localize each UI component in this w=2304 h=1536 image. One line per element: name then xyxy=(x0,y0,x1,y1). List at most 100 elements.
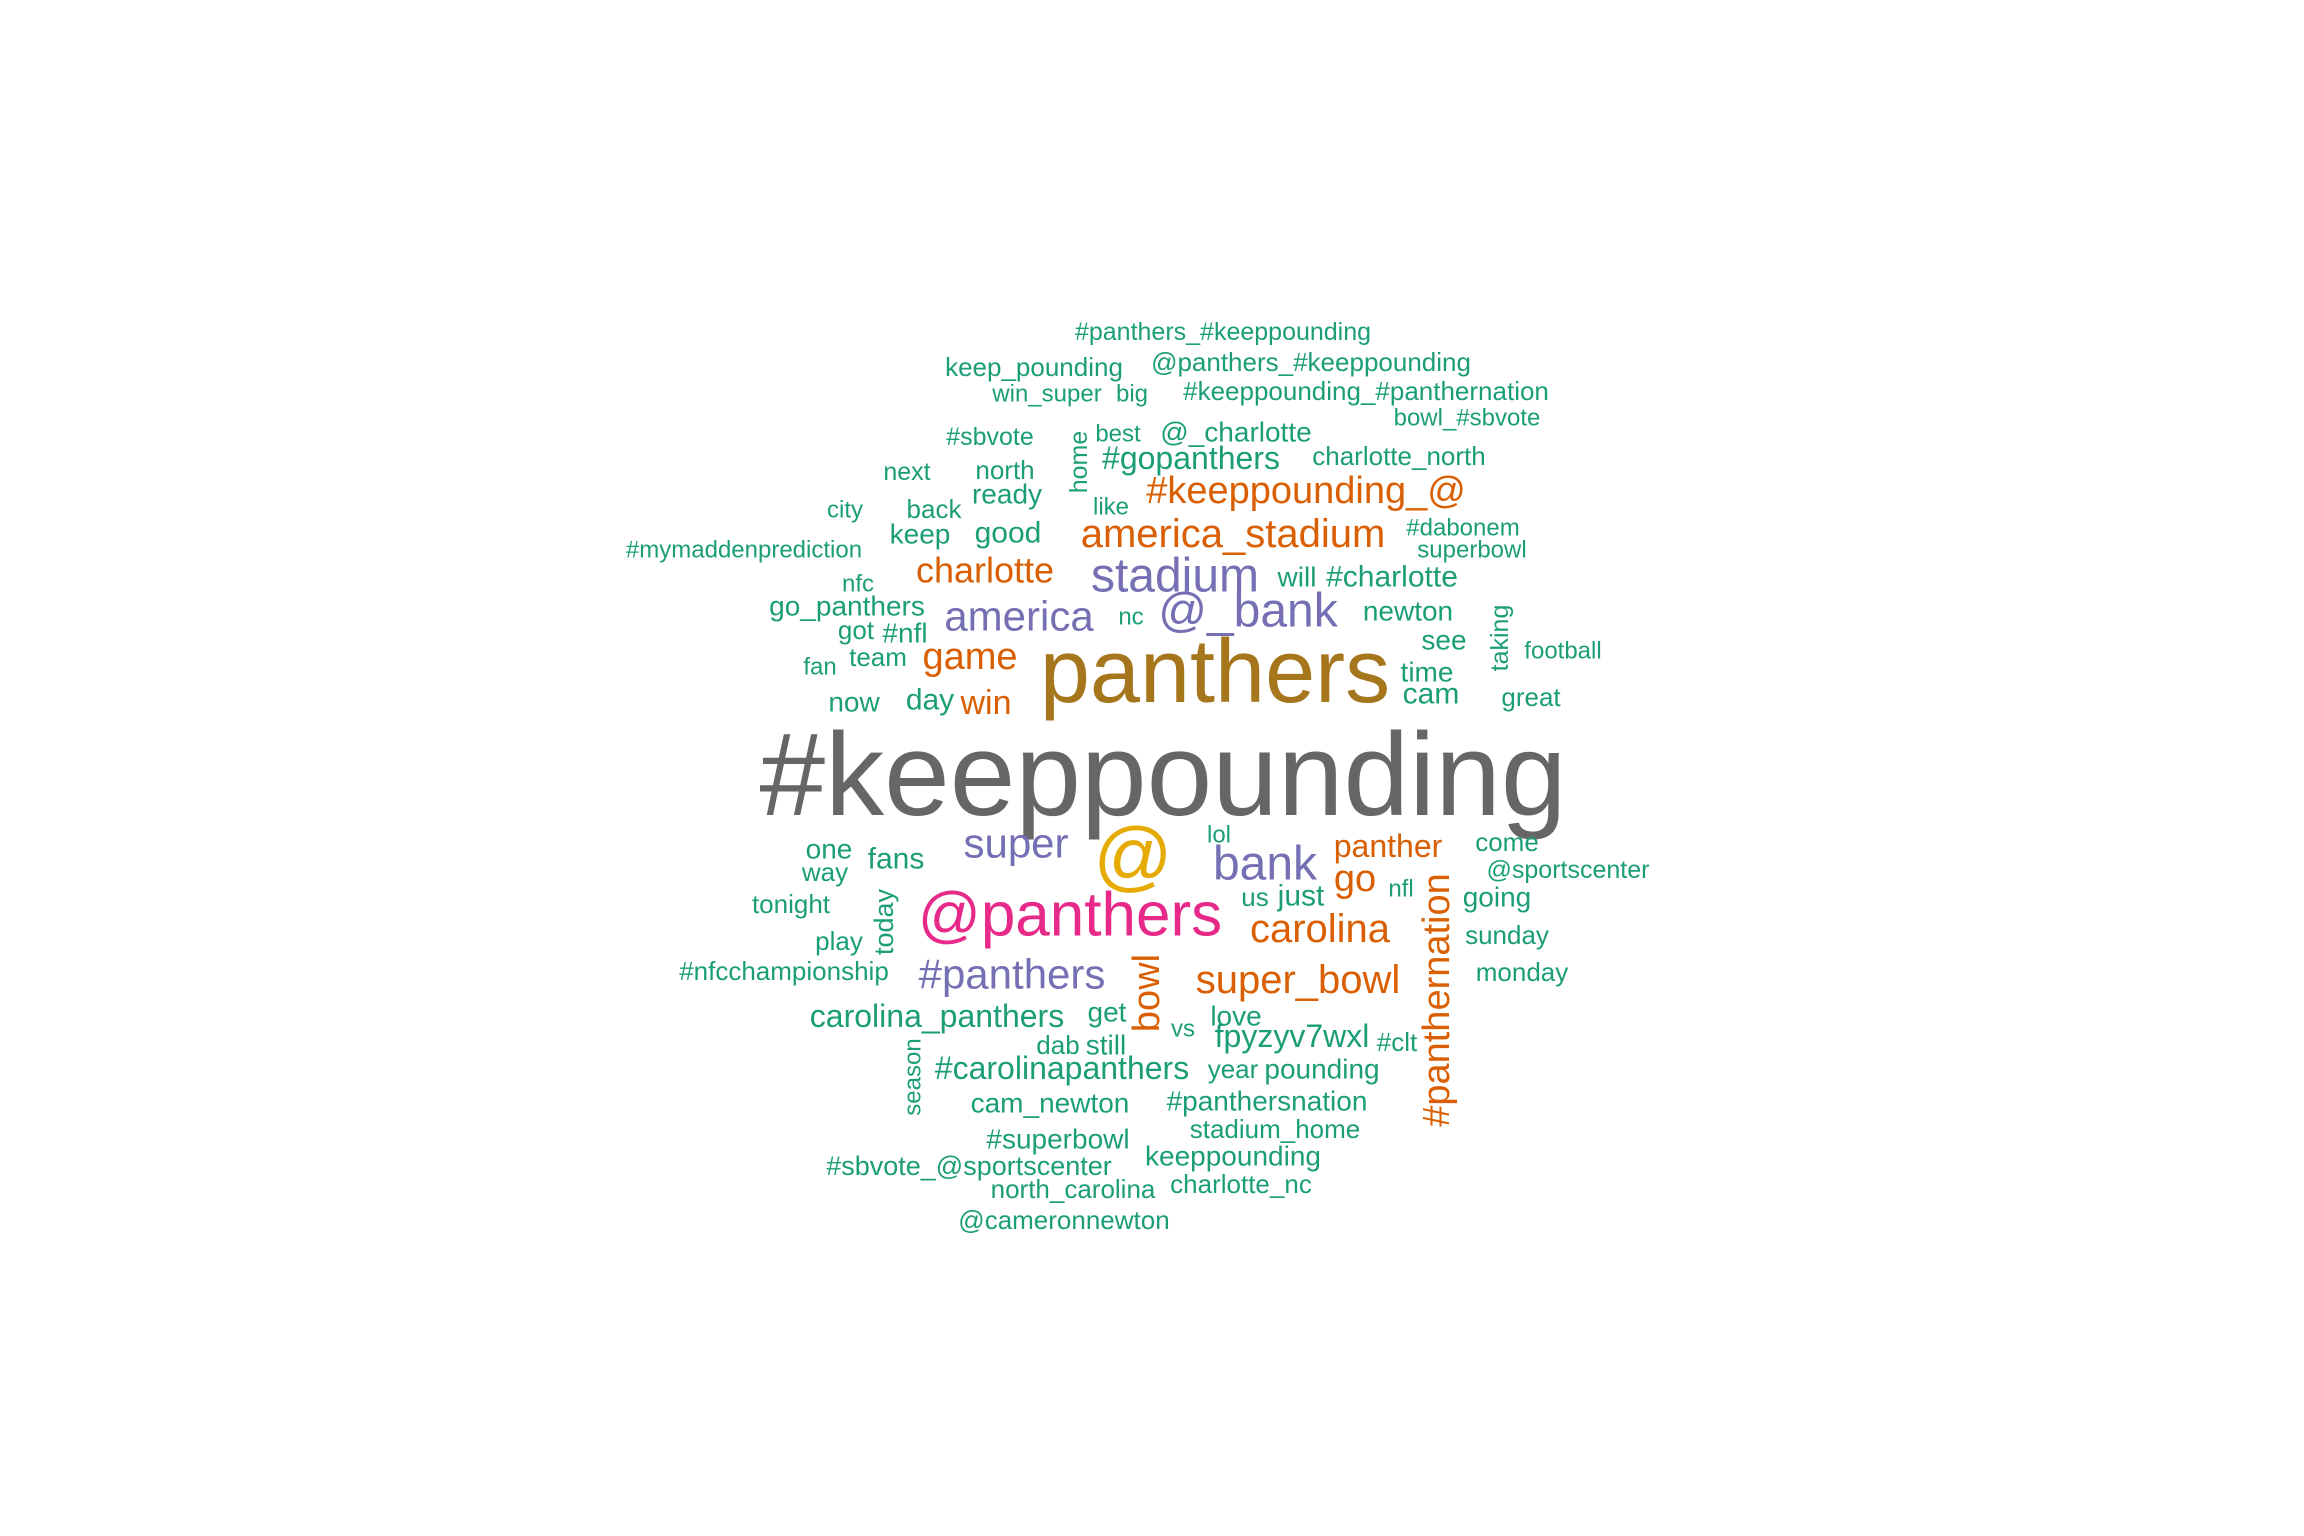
word-monday: monday xyxy=(1476,957,1569,987)
word-charlotte: charlotte xyxy=(916,550,1054,591)
word-lol: lol xyxy=(1207,822,1231,849)
word-today: today xyxy=(869,888,899,955)
word-hash-mymaddenprediction: #mymaddenprediction xyxy=(626,537,862,564)
word-hash-keeppounding-at: #keeppounding_@ xyxy=(1146,470,1466,512)
word-next: next xyxy=(883,458,930,486)
word-at-panthers-hash-keeppounding: @panthers_#keeppounding xyxy=(1151,347,1471,377)
word-hash-nfcchampionship: #nfcchampionship xyxy=(679,956,889,986)
word-bowl-hash-sbvote: bowl_#sbvote xyxy=(1394,405,1541,432)
word-keeppounding: keeppounding xyxy=(1145,1141,1321,1172)
word-best: best xyxy=(1095,421,1141,448)
word-north-carolina: north_carolina xyxy=(991,1174,1156,1204)
word-go: go xyxy=(1334,858,1376,900)
word-got: got xyxy=(838,615,875,645)
word-hash-nfl: #nfl xyxy=(882,618,927,649)
word-charlotte-north: charlotte_north xyxy=(1312,441,1485,471)
word-fan: fan xyxy=(803,654,836,681)
word-hash-keeppounding: #keeppounding xyxy=(759,709,1566,841)
word-one: one xyxy=(806,834,853,865)
word-city: city xyxy=(827,497,863,524)
word-go-panthers: go_panthers xyxy=(769,591,925,622)
word-hash-keeppounding-hash-panthernation: #keeppounding_#panthernation xyxy=(1183,376,1549,406)
word-fans: fans xyxy=(868,843,925,876)
word-hash-panthernation: #panthernation xyxy=(1416,873,1458,1127)
word-bowl: bowl xyxy=(1126,954,1168,1032)
word-at-panthers: @panthers xyxy=(918,881,1222,950)
word-cam: cam xyxy=(1403,678,1460,711)
word-hash-superbowl: #superbowl xyxy=(986,1124,1129,1155)
word-charlotte-nc: charlotte_nc xyxy=(1170,1169,1312,1199)
word-stadium: stadium xyxy=(1091,550,1259,603)
word-taking: taking xyxy=(1486,605,1514,672)
word-play: play xyxy=(815,926,863,956)
word-now: now xyxy=(828,687,880,718)
word-win: win xyxy=(959,684,1011,722)
word-hash-panthers: #panthers xyxy=(919,951,1106,998)
word-hash-dabonem: #dabonem xyxy=(1406,515,1519,542)
word-see: see xyxy=(1421,625,1466,656)
word-home: home xyxy=(1065,431,1093,494)
word-fpyzyv7wxl: fpyzyv7wxl xyxy=(1215,1018,1370,1054)
word-newton: newton xyxy=(1363,596,1453,627)
word-america-stadium: america_stadium xyxy=(1081,512,1386,556)
word-love: love xyxy=(1210,1001,1261,1032)
word-super: super xyxy=(963,820,1068,867)
word-hash-panthers-hash-keeppounding: #panthers_#keeppounding xyxy=(1075,318,1371,346)
word-hash-charlotte: #charlotte xyxy=(1326,561,1458,594)
word-back: back xyxy=(907,494,963,524)
word-us: us xyxy=(1241,882,1268,912)
word-year: year xyxy=(1208,1054,1259,1084)
word-still: still xyxy=(1086,1030,1126,1061)
word-good: good xyxy=(975,517,1042,550)
word-game: game xyxy=(922,636,1017,678)
word-football: football xyxy=(1524,638,1601,665)
word-team: team xyxy=(849,642,907,672)
word-keep: keep xyxy=(890,519,951,550)
word-great: great xyxy=(1501,682,1561,712)
word-way: way xyxy=(801,857,848,887)
word-carolina: carolina xyxy=(1250,907,1391,951)
word-carolina-panthers: carolina_panthers xyxy=(810,998,1064,1034)
word-north: north xyxy=(975,455,1034,485)
word-just: just xyxy=(1277,880,1325,913)
word-nfl: nfl xyxy=(1388,876,1413,903)
word-ready: ready xyxy=(972,479,1042,510)
word-season: season xyxy=(900,1038,927,1115)
word-come: come xyxy=(1475,827,1539,857)
word-hash-carolinapanthers: #carolinapanthers xyxy=(935,1050,1189,1086)
word-tonight: tonight xyxy=(752,889,831,919)
word-superbowl: superbowl xyxy=(1417,537,1526,564)
word-keep-pounding: keep_pounding xyxy=(945,352,1123,382)
word-hash-clt: #clt xyxy=(1377,1027,1418,1057)
word-super-bowl: super_bowl xyxy=(1196,958,1401,1002)
word-panthers: panthers xyxy=(1040,622,1390,722)
word-dab: dab xyxy=(1036,1030,1079,1060)
word-like: like xyxy=(1093,494,1129,521)
word-time: time xyxy=(1401,657,1454,688)
word-stadium-home: stadium_home xyxy=(1190,1114,1361,1144)
word-hash-sbvote: #sbvote xyxy=(946,423,1034,451)
word-hash-panthersnation: #panthersnation xyxy=(1167,1086,1368,1117)
word-hash-gopanthers: #gopanthers xyxy=(1102,440,1280,476)
word-sunday: sunday xyxy=(1465,920,1549,950)
word-will: will xyxy=(1277,562,1317,593)
word-cam-newton: cam_newton xyxy=(971,1088,1130,1119)
word-win-super: win_super xyxy=(991,381,1101,408)
word-panther: panther xyxy=(1334,828,1443,864)
word-at-cameronnewton: @cameronnewton xyxy=(958,1205,1169,1235)
word-get: get xyxy=(1088,997,1127,1028)
word-going: going xyxy=(1463,882,1532,913)
word-day: day xyxy=(906,684,954,717)
word-america: america xyxy=(944,593,1094,640)
word-hash-sbvote-at-sportscenter: #sbvote_@sportscenter xyxy=(826,1151,1112,1181)
word-at-charlotte: @_charlotte xyxy=(1160,417,1311,448)
word-nc: nc xyxy=(1118,604,1143,631)
word-at-bank: @_bank xyxy=(1158,585,1339,638)
word-at: @ xyxy=(1093,811,1172,899)
word-vs: vs xyxy=(1171,1016,1195,1043)
word-bank: bank xyxy=(1213,838,1318,891)
word-pounding: pounding xyxy=(1264,1054,1379,1085)
word-nfc: nfc xyxy=(842,571,874,598)
